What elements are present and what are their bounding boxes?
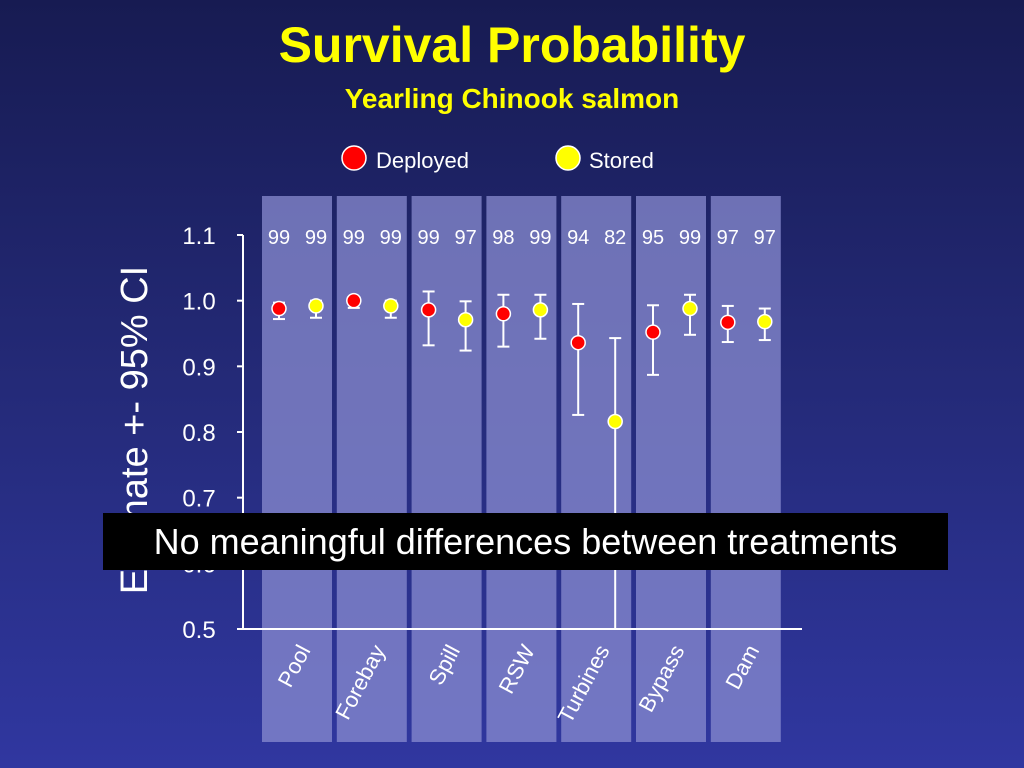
category-band — [336, 196, 407, 742]
legend-stored-marker — [555, 145, 581, 171]
chart-title: Survival Probability — [278, 17, 746, 73]
stored-point — [532, 302, 549, 318]
stored-top-label: 99 — [305, 227, 327, 249]
stored-top-label: 97 — [754, 227, 776, 249]
deployed-top-label: 99 — [343, 227, 365, 249]
deployed-point — [570, 334, 586, 351]
chart-subtitle: Yearling Chinook salmon — [344, 83, 680, 114]
deployed-point — [271, 300, 287, 317]
deployed-point — [420, 302, 437, 318]
category-band — [561, 196, 632, 742]
deployed-top-label: 99 — [417, 227, 439, 249]
deployed-point — [495, 306, 512, 322]
deployed-top-label: 94 — [567, 227, 589, 249]
stored-top-label: 99 — [679, 227, 701, 249]
category-band — [411, 196, 482, 742]
stored-point — [757, 313, 773, 330]
deployed-top-label: 98 — [492, 227, 514, 249]
stored-top-label: 97 — [454, 227, 476, 249]
deployed-top-label: 97 — [717, 227, 739, 249]
y-tick-label: 0.7 — [182, 486, 215, 513]
category-band — [710, 196, 781, 742]
deployed-point — [346, 292, 362, 309]
category-band — [636, 196, 706, 742]
stored-point — [457, 311, 474, 328]
deployed-point — [645, 324, 661, 340]
deployed-top-label: 95 — [642, 227, 664, 249]
deployed-top-label: 99 — [268, 227, 290, 249]
y-tick-label: 1.0 — [182, 289, 215, 316]
stored-point — [607, 413, 623, 430]
category-band — [486, 196, 557, 742]
y-tick-label: 0.9 — [182, 354, 215, 381]
category-band — [262, 196, 332, 742]
legend-deployed-label: Deployed — [376, 148, 469, 173]
stored-top-label: 82 — [604, 227, 626, 249]
y-tick-label: 0.5 — [182, 617, 215, 644]
stored-point — [682, 300, 698, 317]
legend-deployed-marker — [341, 145, 367, 171]
y-tick-label: 0.8 — [182, 420, 215, 447]
stored-top-label: 99 — [529, 227, 551, 249]
stored-top-label: 99 — [380, 227, 402, 249]
deployed-point — [720, 314, 736, 331]
conclusion-banner: No meaningful differences between treatm… — [103, 513, 948, 570]
stored-point — [383, 298, 399, 314]
stored-point — [308, 298, 324, 314]
legend-stored-label: Stored — [589, 148, 654, 173]
y-tick-label: 1.1 — [182, 223, 215, 250]
